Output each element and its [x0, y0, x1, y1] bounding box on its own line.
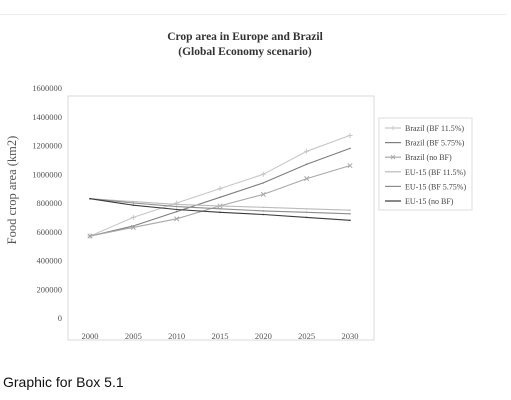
y-tick-labels: 0 200000 400000 600000 800000 1000000 1200000 1… — [32, 83, 62, 323]
x-tick-label: 2030 — [342, 331, 359, 341]
data-point — [347, 132, 353, 138]
data-point — [132, 204, 135, 206]
y-tick-label: 1000000 — [32, 169, 62, 179]
legend-label: EU-15 (BF 11.5%) — [405, 168, 466, 177]
data-point — [87, 233, 93, 239]
x-tick-label: 2020 — [255, 331, 272, 341]
data-point — [305, 163, 308, 165]
legend-box — [378, 117, 473, 211]
legend-items: Brazil (BF 11.5%) Brazil (BF 5.75%) Brazil… — [385, 124, 466, 206]
chart-subtitle: (Global Economy scenario) — [178, 46, 312, 58]
x-tick-label: 2005 — [125, 331, 142, 341]
data-point — [304, 176, 310, 182]
data-point — [175, 208, 178, 211]
data-point — [305, 211, 308, 214]
y-tick-label: 600000 — [37, 227, 63, 237]
y-tick-label: 400000 — [37, 256, 63, 266]
data-point — [305, 207, 308, 210]
y-tick-label: 1600000 — [32, 83, 62, 93]
y-tick-label: 1400000 — [32, 112, 62, 122]
data-point — [260, 191, 266, 197]
data-point — [89, 197, 91, 200]
y-tick-label: 200000 — [37, 284, 63, 294]
data-point — [130, 214, 136, 220]
data-point — [347, 163, 353, 169]
data-point — [219, 196, 221, 199]
data-point — [174, 216, 180, 222]
data-point — [132, 202, 135, 204]
series-lines — [87, 132, 353, 239]
legend-marker — [391, 126, 395, 130]
legend-label: EU-15 (BF 5.75%) — [405, 182, 466, 191]
chart-container: Crop area in Europe and Brazil (Global E… — [5, 31, 473, 341]
series-line-1 — [89, 147, 351, 237]
legend-marker — [390, 154, 396, 160]
legend-label: Brazil (BF 5.75%) — [405, 139, 465, 148]
figure-caption: Graphic for Box 5.1 — [3, 374, 124, 390]
chart-title: Crop area in Europe and Brazil — [167, 31, 323, 43]
series-line-0 — [89, 134, 351, 237]
legend-label: Brazil (BF 11.5%) — [405, 124, 464, 133]
data-point — [304, 148, 310, 154]
data-point — [175, 210, 178, 213]
data-point — [175, 203, 178, 206]
x-tick-label: 2025 — [298, 331, 315, 341]
x-tick-labels: 2000 2005 2010 2015 2020 2025 2030 — [82, 331, 359, 341]
data-point — [175, 205, 178, 208]
data-point — [219, 211, 221, 214]
data-point — [349, 212, 351, 215]
data-point — [217, 186, 223, 192]
y-tick-label: 800000 — [37, 198, 63, 208]
chart-svg: Crop area in Europe and Brazil (Global E… — [5, 31, 473, 341]
x-tick-label: 2015 — [212, 331, 229, 341]
data-point — [130, 224, 136, 230]
data-point — [349, 209, 351, 211]
y-tick-label: 0 — [58, 313, 62, 323]
data-point — [262, 182, 265, 184]
data-point — [349, 147, 351, 150]
top-divider — [0, 14, 506, 15]
data-point — [262, 210, 265, 212]
plot-area-frame — [67, 95, 375, 341]
data-point — [219, 207, 221, 210]
x-tick-label: 2000 — [82, 331, 99, 341]
y-axis-label: Food crop area (km2) — [5, 136, 19, 245]
data-point — [305, 216, 308, 219]
data-point — [262, 206, 265, 209]
data-point — [132, 200, 135, 203]
legend-label: Brazil (no BF) — [405, 153, 452, 162]
data-point — [219, 205, 221, 207]
legend-label: EU-15 (no BF) — [405, 197, 454, 206]
data-point — [262, 213, 265, 216]
y-tick-label: 1200000 — [32, 141, 62, 151]
data-point — [260, 171, 266, 177]
data-point — [349, 219, 351, 222]
x-tick-label: 2010 — [168, 331, 185, 341]
